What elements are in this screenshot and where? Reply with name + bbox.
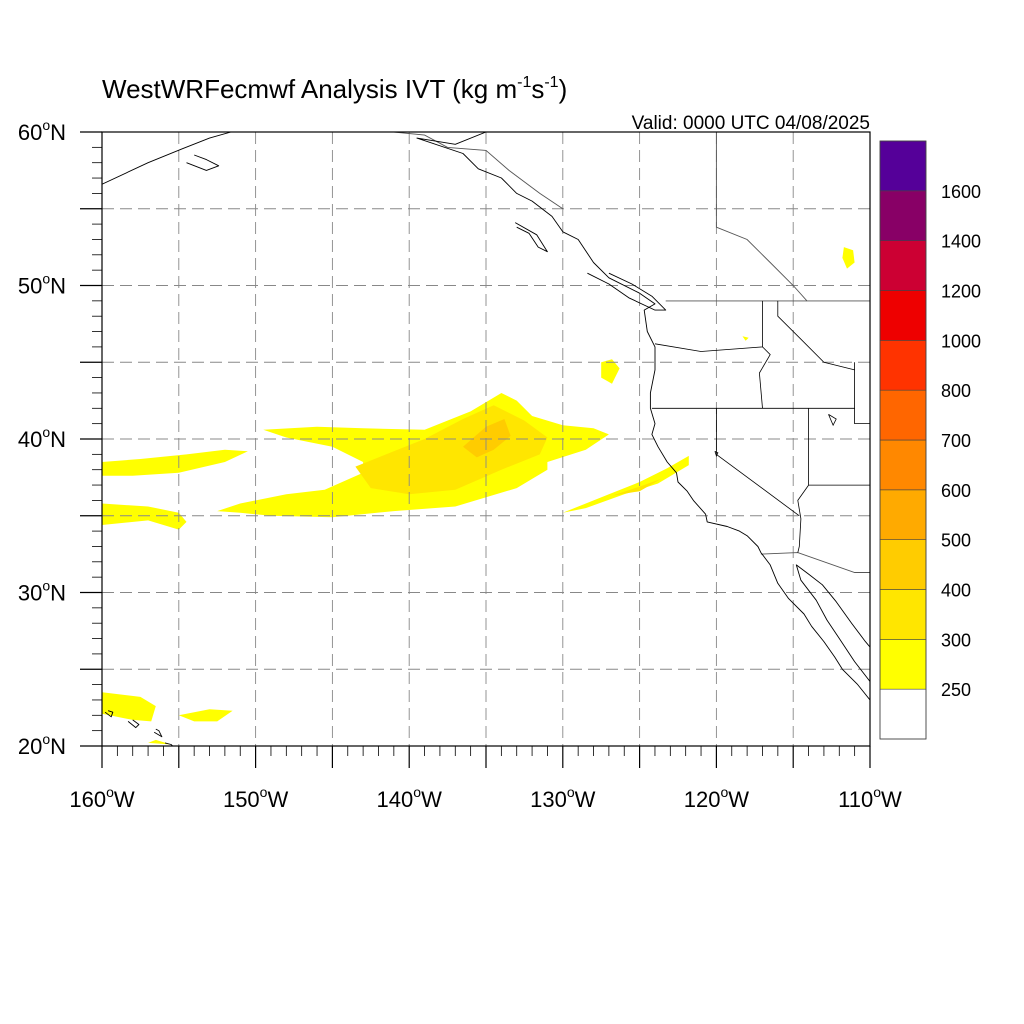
colorbar-swatch (879, 589, 927, 640)
ivt-region-tiny-blob (742, 336, 749, 341)
state-line-california-nevada (716, 408, 800, 517)
ivt-region-hawaii-east (178, 709, 233, 722)
ivt-region-main-river-peak (463, 419, 511, 458)
colorbar-label: 1000 (941, 331, 981, 351)
coastline-haida-gwaii (514, 222, 548, 253)
colorbar-label: 1600 (941, 182, 981, 202)
colorbar-swatch (879, 340, 927, 391)
colorbar-swatch (879, 639, 927, 690)
lon-label: 140oW (377, 784, 443, 812)
state-line-wyoming-west (854, 362, 870, 425)
lon-label: 120oW (684, 784, 750, 812)
ivt-colorbar: 250 300 400 500 600 700 800 1000 1200 1400 1600 (879, 140, 981, 740)
lat-label: 40oN (18, 424, 66, 452)
colorbar-label: 700 (941, 431, 971, 451)
colorbar-label: 500 (941, 531, 971, 551)
state-line-arizona-west (797, 484, 809, 553)
colorbar-label: 600 (941, 481, 971, 501)
colorbar-swatch (879, 489, 927, 540)
coastline-kauai (104, 710, 114, 718)
border-ak-bc-border (393, 132, 564, 210)
coastline-big-island (164, 742, 174, 746)
ivt-region-western-band-north (102, 449, 248, 476)
coastline-oahu (127, 719, 140, 729)
coastlines (102, 132, 870, 746)
colorbar-swatch (879, 539, 927, 590)
colorbar-label: 400 (941, 581, 971, 601)
colorbar-label: 250 (941, 680, 971, 700)
colorbar-swatch (879, 240, 927, 291)
state-line-lake-tahoe (714, 450, 719, 457)
colorbar-label: 300 (941, 630, 971, 650)
lat-label: 20oN (18, 731, 66, 759)
coastline-alaska-west-coast (102, 132, 232, 185)
colorbar-frame (879, 140, 927, 740)
ivt-region-oregon-blob (601, 359, 620, 384)
ivt-region-rockies-blob (842, 247, 855, 269)
border-us-mexico-border (760, 552, 870, 573)
coastline-north-america-west-coast (416, 132, 870, 701)
axis-ticks (80, 131, 871, 768)
plot-title: WestWRFecmwf Analysis IVT (kg m-1s-1) (102, 74, 567, 104)
state-line-washington-oregon (654, 300, 763, 352)
colorbar-swatch (879, 190, 927, 241)
ivt-region-hawaii-band (102, 692, 156, 722)
state-line-oregon-idaho (758, 346, 771, 409)
colorbar-swatch (879, 290, 927, 341)
colorbar-label: 1400 (941, 232, 981, 252)
lon-label: 110oW (838, 784, 902, 812)
map-area (102, 132, 870, 746)
ivt-shading-layer (102, 247, 855, 745)
state-line-great-salt-lake (828, 414, 837, 427)
coastline-vancouver-island (587, 272, 667, 311)
state-line-idaho-montana (777, 300, 855, 371)
valid-time-label: Valid: 0000 UTC 04/08/2025 (632, 113, 870, 134)
lon-label: 150oW (223, 784, 289, 812)
axis-labels: 160oW 150oW 140oW 130oW 120oW 110oW 20oN 30oN 40… (18, 117, 902, 812)
lat-label: 60oN (18, 117, 66, 145)
coastline-gulf-of-california (795, 564, 870, 684)
lon-label: 160oW (69, 784, 135, 812)
border-bc-alberta-border (715, 132, 808, 302)
lon-label: 130oW (530, 784, 596, 812)
colorbar-swatch (879, 688, 927, 740)
colorbar-swatch (879, 389, 927, 441)
colorbar-swatch (879, 140, 927, 192)
colorbar-swatch (879, 439, 927, 491)
lat-label: 30oN (18, 578, 66, 606)
ivt-region-western-band-south (102, 503, 187, 530)
coastline-kodiak-island (186, 154, 220, 171)
colorbar-label: 800 (941, 381, 971, 401)
political-borders (393, 132, 870, 573)
colorbar-label: 1200 (941, 282, 981, 302)
lat-label: 50oN (18, 271, 66, 299)
coastline-maui (153, 728, 163, 738)
